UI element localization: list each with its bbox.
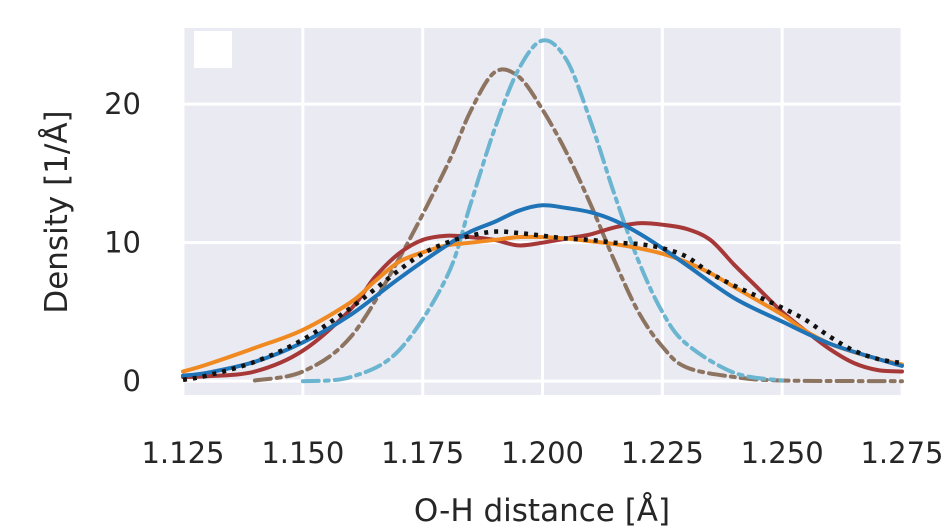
y-tick-label-1: 10: [104, 226, 141, 260]
y-axis-title: Density [1/Å]: [39, 110, 75, 313]
y-tick-label-2: 20: [104, 87, 141, 121]
x-tick-label-5: 1.250: [741, 436, 824, 470]
series-line-4: [181, 203, 904, 378]
series-line-1: [300, 38, 785, 384]
legend-box: [194, 31, 232, 68]
series-line-5: [182, 229, 903, 383]
series-line-0: [252, 67, 904, 384]
x-tick-label-3: 1.200: [501, 436, 584, 470]
x-tick-label-0: 1.125: [141, 436, 224, 470]
x-tick-label-2: 1.175: [381, 436, 464, 470]
tick-labels: 1.125 1.150 1.175 1.200 1.225 1.250 1.275 0 10 20: [104, 87, 943, 470]
x-tick-label-6: 1.275: [860, 436, 943, 470]
x-axis-title: O-H distance [Å]: [414, 493, 670, 528]
x-tick-label-4: 1.225: [621, 436, 704, 470]
x-tick-label-1: 1.150: [261, 436, 344, 470]
series-lines: [181, 38, 904, 384]
y-tick-label-0: 0: [123, 364, 141, 398]
series-line-3: [181, 234, 904, 374]
